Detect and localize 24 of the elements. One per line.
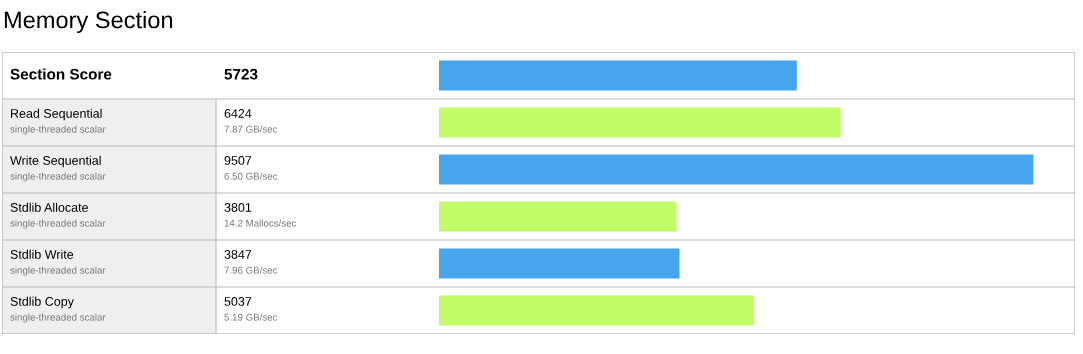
- y-tick-label: Stdlib Copy single-threaded scalar: [10, 296, 106, 323]
- bar: [439, 60, 797, 91]
- y-tick-label: Stdlib Allocate single-threaded scalar: [10, 202, 106, 229]
- text: Memory Section: [4, 11, 173, 33]
- data-label: 9507: [224, 156, 252, 165]
- y-tick-label: Section Score: [10, 68, 112, 80]
- y-tick-label: Write Sequential single-threaded scalar: [10, 155, 106, 182]
- bar: [439, 201, 677, 232]
- data-label: 6424: [224, 109, 252, 118]
- text: 7.87 GB/sec: [224, 125, 278, 133]
- bar: [439, 154, 1034, 185]
- text: 5.19 GB/sec: [224, 313, 278, 321]
- data-label: 3801: [224, 203, 252, 212]
- text: 6.50 GB/sec: [224, 172, 278, 180]
- data-label: 5723: [224, 68, 258, 80]
- text: 7.96 GB/sec: [224, 266, 278, 274]
- bar: [439, 248, 680, 279]
- data-label: 3847: [224, 250, 252, 259]
- y-tick-label: Stdlib Write single-threaded scalar: [10, 249, 106, 276]
- text: 14.2 Mallocs/sec: [224, 219, 297, 227]
- y-tick-label: Read Sequential single-threaded scalar: [10, 108, 106, 135]
- bar: [439, 107, 841, 138]
- bar: [439, 295, 754, 326]
- data-label: 5037: [224, 297, 252, 306]
